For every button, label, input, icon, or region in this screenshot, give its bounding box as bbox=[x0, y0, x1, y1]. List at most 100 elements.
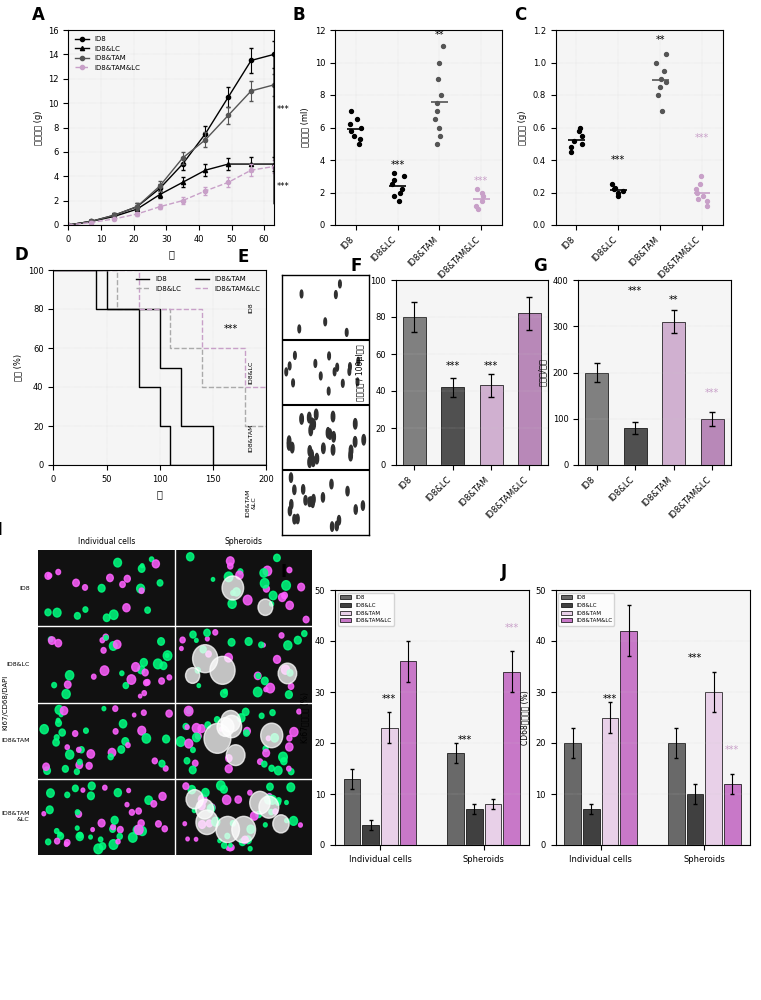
ID8 bbox=[177, 420, 186, 432]
Point bbox=[351, 111, 363, 127]
ID8&TAM bbox=[64, 219, 73, 231]
Bar bbox=[624, 428, 647, 465]
ID8 bbox=[64, 219, 73, 231]
Point bbox=[658, 63, 670, 79]
Circle shape bbox=[274, 554, 280, 561]
Circle shape bbox=[270, 710, 275, 716]
Circle shape bbox=[333, 368, 336, 376]
Circle shape bbox=[266, 683, 275, 693]
Circle shape bbox=[199, 795, 207, 804]
ID8&TAM bbox=[134, 381, 143, 393]
Circle shape bbox=[282, 581, 291, 590]
Circle shape bbox=[248, 790, 252, 795]
Line: ID8&TAM&LC: ID8&TAM&LC bbox=[66, 164, 276, 227]
Circle shape bbox=[336, 363, 339, 371]
Circle shape bbox=[127, 788, 130, 793]
Text: E: E bbox=[237, 248, 249, 266]
Bar bbox=[344, 779, 361, 845]
Circle shape bbox=[151, 801, 157, 807]
ID8&TAM&LC bbox=[262, 381, 271, 393]
ID8&LC bbox=[201, 164, 210, 176]
Text: ***: *** bbox=[458, 735, 472, 745]
Circle shape bbox=[206, 820, 212, 827]
Point bbox=[433, 54, 445, 70]
Circle shape bbox=[287, 783, 295, 792]
Circle shape bbox=[229, 843, 232, 847]
Circle shape bbox=[312, 419, 315, 429]
ID8 bbox=[262, 459, 271, 471]
Point bbox=[565, 139, 578, 155]
Circle shape bbox=[65, 840, 70, 845]
Circle shape bbox=[110, 826, 116, 832]
Circle shape bbox=[314, 360, 317, 367]
Text: ***: *** bbox=[695, 132, 709, 142]
Text: ID8&TAM
&LC: ID8&TAM &LC bbox=[246, 488, 256, 517]
Circle shape bbox=[78, 832, 83, 838]
Circle shape bbox=[253, 687, 262, 697]
Point bbox=[471, 181, 483, 197]
Point bbox=[470, 198, 482, 214]
ID8&TAM&LC bbox=[132, 208, 142, 220]
Circle shape bbox=[256, 673, 260, 678]
Circle shape bbox=[290, 500, 293, 509]
Point bbox=[432, 119, 444, 135]
Text: ***: *** bbox=[725, 745, 740, 755]
Point bbox=[691, 184, 703, 200]
Point bbox=[607, 181, 619, 197]
Circle shape bbox=[76, 761, 82, 769]
ID8 bbox=[110, 209, 119, 221]
ID8&LC bbox=[198, 381, 207, 393]
Circle shape bbox=[132, 713, 136, 717]
Circle shape bbox=[293, 515, 296, 524]
Point bbox=[576, 128, 588, 144]
Circle shape bbox=[300, 414, 304, 424]
ID8&LC bbox=[155, 189, 164, 201]
ID8&TAM&LC bbox=[269, 160, 279, 172]
Bar bbox=[175, 702, 312, 779]
Circle shape bbox=[331, 411, 335, 422]
ID8&TAM&LC bbox=[240, 381, 250, 393]
ID8 bbox=[49, 264, 58, 276]
Circle shape bbox=[142, 710, 146, 715]
Circle shape bbox=[263, 749, 269, 757]
ID8&TAM bbox=[262, 459, 271, 471]
Point bbox=[386, 176, 398, 192]
Y-axis label: 腹水体积 (ml): 腹水体积 (ml) bbox=[300, 108, 309, 147]
Bar bbox=[518, 313, 541, 465]
Point bbox=[437, 38, 449, 54]
ID8&TAM&LC bbox=[224, 176, 233, 188]
Circle shape bbox=[154, 659, 162, 669]
Circle shape bbox=[228, 599, 236, 608]
Circle shape bbox=[260, 569, 268, 577]
Circle shape bbox=[185, 739, 193, 748]
Circle shape bbox=[177, 737, 185, 746]
Circle shape bbox=[301, 631, 307, 637]
Circle shape bbox=[197, 684, 200, 688]
Point bbox=[660, 46, 672, 62]
Circle shape bbox=[229, 845, 234, 850]
Circle shape bbox=[236, 571, 243, 579]
ID8&TAM&LC bbox=[247, 164, 256, 176]
Point bbox=[476, 188, 489, 204]
Circle shape bbox=[116, 839, 120, 844]
ID8&LC bbox=[166, 342, 175, 354]
Circle shape bbox=[238, 569, 243, 574]
Circle shape bbox=[260, 713, 264, 718]
Circle shape bbox=[303, 616, 309, 623]
Text: ID8&LC: ID8&LC bbox=[248, 361, 253, 384]
Circle shape bbox=[291, 442, 294, 453]
Circle shape bbox=[288, 683, 294, 689]
Circle shape bbox=[196, 799, 214, 819]
Circle shape bbox=[194, 837, 198, 841]
Circle shape bbox=[290, 816, 298, 825]
ID8 bbox=[155, 182, 164, 194]
Circle shape bbox=[308, 457, 311, 467]
Circle shape bbox=[43, 763, 49, 770]
Text: G: G bbox=[533, 257, 546, 275]
Bar bbox=[668, 743, 685, 845]
Circle shape bbox=[138, 666, 145, 674]
Circle shape bbox=[149, 557, 154, 562]
Circle shape bbox=[162, 826, 167, 832]
Circle shape bbox=[326, 428, 330, 438]
Circle shape bbox=[226, 745, 245, 766]
